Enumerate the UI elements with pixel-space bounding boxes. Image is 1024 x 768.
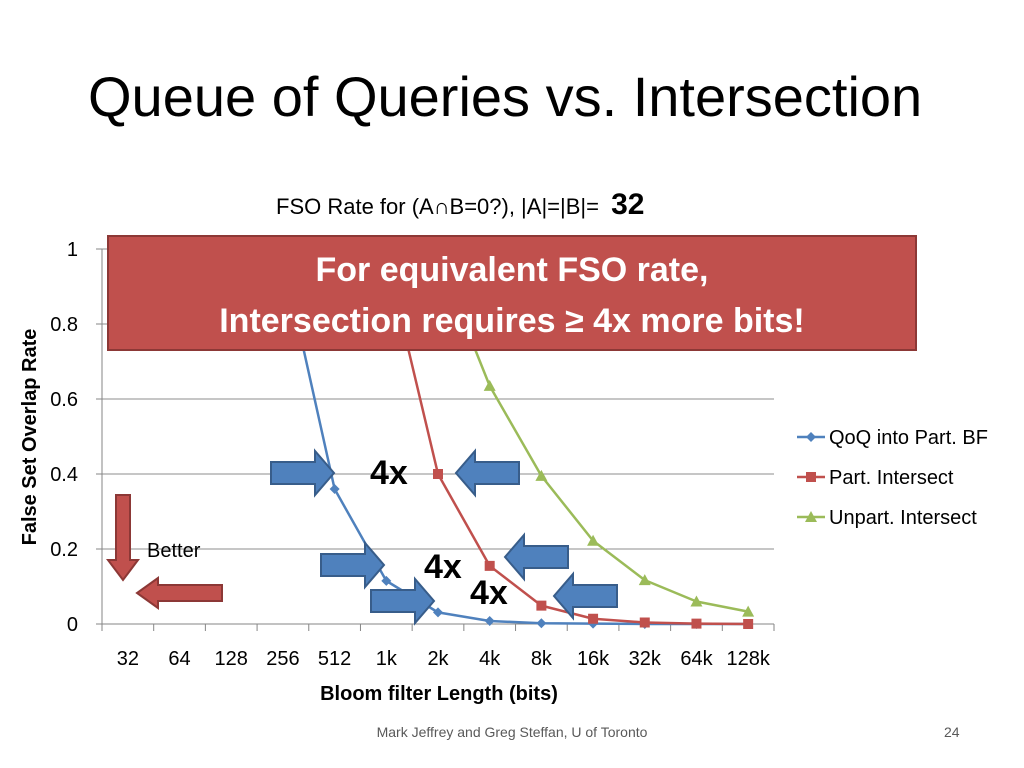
page-number: 24 [944, 724, 960, 740]
data-point [483, 379, 496, 391]
slide-title: Queue of Queries vs. Intersection [88, 65, 923, 128]
slide-footer: Mark Jeffrey and Greg Steffan, U of Toro… [376, 724, 648, 740]
data-point [433, 469, 443, 479]
chart-title-text: FSO Rate for (A∩B=0?), |A|=|B|= [276, 194, 599, 219]
x-tick-label: 1k [376, 648, 398, 670]
x-tick-label: 4k [479, 648, 501, 670]
arrow-left-1 [454, 448, 520, 498]
arrow-right-1 [270, 448, 336, 498]
data-point [433, 607, 443, 618]
y-axis-label: False Set Overlap Rate [19, 329, 41, 546]
legend-label: Unpart. Intersect [829, 507, 977, 529]
legend-item: Unpart. Intersect [797, 507, 977, 529]
data-point [743, 619, 754, 629]
legend-label: Part. Intersect [829, 467, 954, 489]
x-tick-label: 64 [168, 648, 190, 670]
chart-title: FSO Rate for (A∩B=0?), |A|=|B|= 32 [276, 188, 644, 221]
x-axis-label: Bloom filter Length (bits) [320, 683, 558, 705]
x-tick-label: 128 [215, 648, 248, 670]
factor-label-2: 4x [424, 548, 462, 586]
data-point [484, 616, 495, 626]
callout-box: For equivalent FSO rate, Intersection re… [107, 235, 917, 351]
data-point [691, 618, 702, 629]
callout-line-1: For equivalent FSO rate, [316, 251, 709, 289]
x-tick-label: 8k [531, 648, 553, 670]
data-point [639, 617, 650, 628]
legend: QoQ into Part. BF Part. Intersect Unpart. … [797, 427, 988, 529]
data-point [805, 511, 817, 522]
better-down-arrow [106, 494, 140, 582]
data-point [588, 613, 599, 624]
x-tick-label: 512 [318, 648, 351, 670]
series-2 [432, 250, 755, 617]
legend-item: Part. Intersect [797, 467, 954, 489]
data-point [587, 534, 600, 546]
x-tick-label: 16k [577, 648, 610, 670]
x-tick-label: 64k [680, 648, 713, 670]
legend-item: QoQ into Part. BF [797, 427, 988, 449]
data-point [381, 575, 392, 586]
data-point [484, 560, 495, 571]
y-tick-label: 0 [67, 614, 78, 636]
x-tick-label: 32k [629, 648, 662, 670]
x-tick-label: 128k [726, 648, 770, 670]
arrow-left-3 [552, 571, 618, 621]
better-left-arrow [135, 576, 223, 610]
y-tick-labels: 0 0.2 0.4 0.6 0.8 1 [50, 239, 78, 636]
data-point [638, 574, 651, 586]
data-point [742, 605, 755, 617]
x-tick-label: 2k [427, 648, 449, 670]
y-tick-label: 1 [67, 239, 78, 261]
data-point [536, 618, 547, 629]
better-label: Better [147, 540, 201, 562]
x-tick-label: 32 [117, 648, 139, 670]
factor-label-1: 4x [370, 454, 408, 492]
data-point [806, 472, 816, 482]
legend-label: QoQ into Part. BF [829, 427, 988, 449]
x-tick-labels: 32 64 128 256 512 1k 2k 4k 8k 16k 32k 64k 128k [117, 648, 771, 670]
arrow-right-3 [370, 576, 436, 626]
data-point [329, 484, 340, 494]
callout-line-2: Intersection requires ≥ 4x more bits! [219, 302, 805, 340]
data-point [535, 469, 548, 481]
y-tick-label: 0.4 [50, 464, 78, 486]
arrow-left-2 [503, 532, 569, 582]
data-point [806, 432, 816, 442]
data-point [536, 600, 547, 611]
y-tick-label: 0.6 [50, 389, 78, 411]
data-point [690, 595, 703, 607]
y-tick-label: 0.8 [50, 314, 78, 336]
y-tick-label: 0.2 [50, 539, 78, 561]
arrow-right-2 [320, 540, 386, 590]
factor-label-3: 4x [470, 574, 508, 612]
x-tick-label: 256 [266, 648, 299, 670]
chart-title-emph: 32 [611, 188, 644, 221]
